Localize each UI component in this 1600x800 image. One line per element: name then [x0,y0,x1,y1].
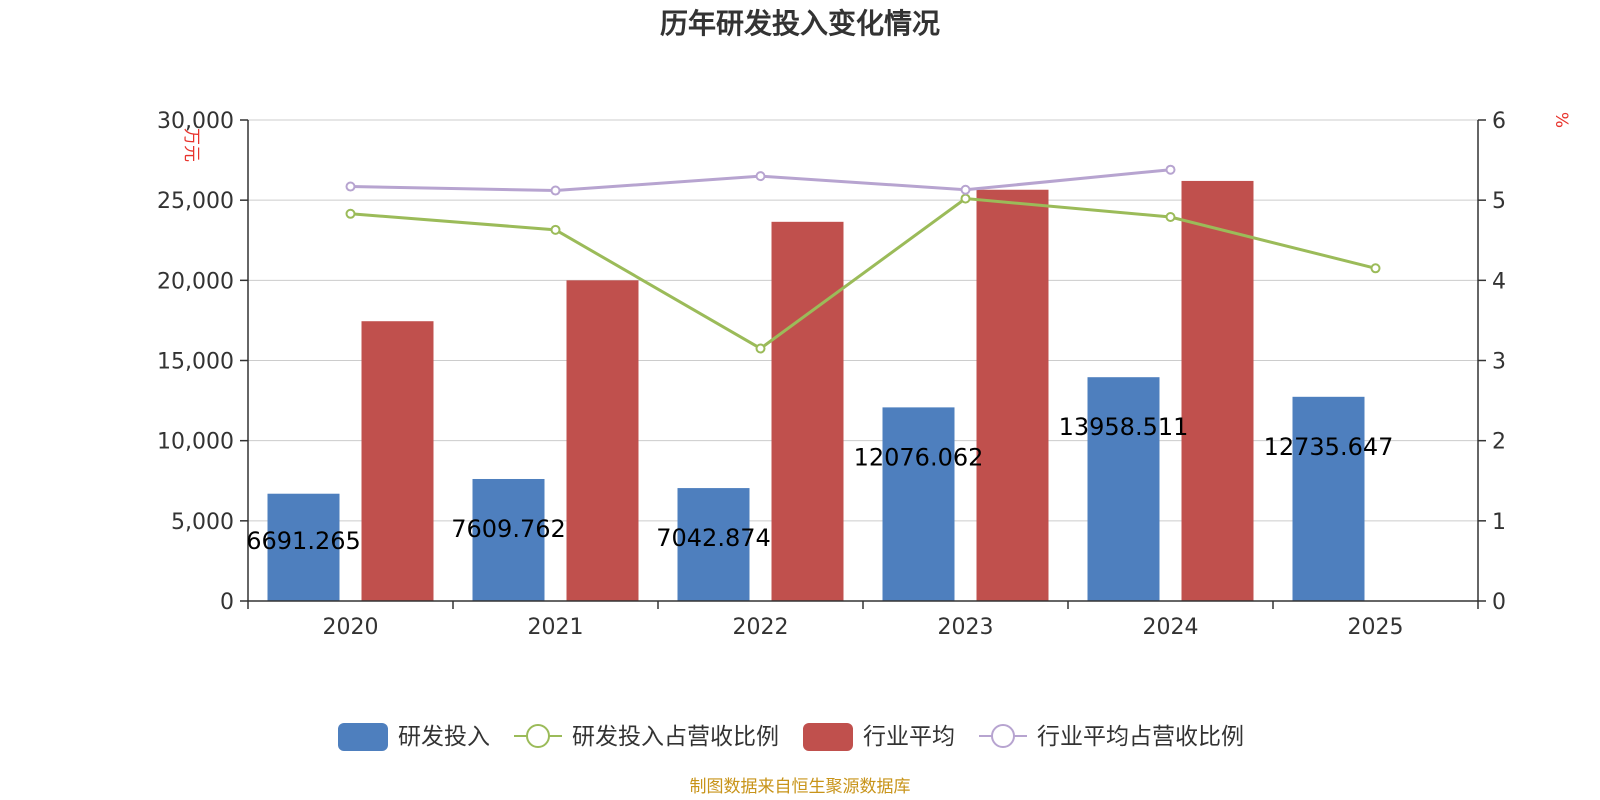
right-tick-label: 3 [1492,350,1506,375]
bar-2020-industry [361,321,434,601]
legend-label: 行业平均 [863,724,955,750]
legend-item-0[interactable]: 研发投入 [338,723,490,751]
bar-data-label: 7042.874 [656,524,771,552]
bar-2021-industry [566,280,639,601]
right-axis-unit: % [1551,112,1571,128]
legend-marker [526,724,550,748]
legend-label: 研发投入占营收比例 [572,724,779,750]
bar-2021-rd [472,478,545,601]
bar-2025-rd [1292,396,1365,601]
right-tick-label: 5 [1492,189,1506,214]
legend-swatch [803,723,853,751]
left-tick-label: 25,000 [157,189,234,214]
right-tick-label: 0 [1492,590,1506,615]
right-tick-label: 2 [1492,430,1506,455]
data-labels: 6691.265 7609.762 7042.874 12076.062 13958.5… [246,413,1393,555]
right-tick-label: 1 [1492,510,1506,535]
x-tick-label: 2023 [938,615,994,640]
line-point [960,193,971,204]
bar-data-label: 13958.511 [1059,413,1189,441]
right-tick-label: 6 [1492,109,1506,134]
lines [345,164,1381,354]
legend-item-2[interactable]: 行业平均 [803,723,955,751]
source-note: 制图数据来自恒生聚源数据库 [690,777,911,797]
line-point [755,343,766,354]
left-tick-label: 10,000 [157,430,234,455]
line-point [1165,164,1176,175]
legend-label: 研发投入 [398,724,490,750]
line-point [1370,263,1381,274]
legend-item-1[interactable]: 研发投入占营收比例 [514,724,779,750]
bars [267,180,1365,602]
left-tick-label: 5,000 [171,510,234,535]
bar-2024-industry [1181,180,1254,601]
x-tick-label: 2020 [323,615,379,640]
bar-2024-rd [1087,377,1160,601]
x-tick-label: 2021 [528,615,584,640]
chart-title: 历年研发投入变化情况 [660,7,940,40]
bar-data-label: 12735.647 [1264,433,1394,461]
left-tick-label: 15,000 [157,350,234,375]
bar-2020-rd [267,493,340,601]
legend-label: 行业平均占营收比例 [1037,724,1244,750]
bar-data-label: 12076.062 [854,443,984,471]
bar-data-label: 7609.762 [451,515,566,543]
x-tick-label: 2022 [733,615,789,640]
left-tick-label: 20,000 [157,269,234,294]
axes: 0 5,000 10,000 15,000 20,000 25,000 30,000 0 1 2 3… [157,109,1506,640]
bar-2022-rd [677,488,750,601]
legend-marker [991,724,1015,748]
line-rd-ratio [350,197,1376,351]
bar-2023-rd [882,407,955,601]
left-tick-label: 30,000 [157,109,234,134]
line-point [1165,212,1176,223]
line-point [345,208,356,219]
line-point [345,181,356,192]
line-point [755,171,766,182]
line-point [960,184,971,195]
line-point [550,224,561,235]
bar-2022-industry [771,221,844,602]
legend[interactable]: 研发投入 研发投入占营收比例 行业平均 行业平均占营收比例 [338,723,1244,751]
legend-swatch [338,723,388,751]
x-tick-label: 2025 [1348,615,1404,640]
line-point [550,185,561,196]
left-axis-unit: 万元 [181,128,201,162]
right-tick-label: 4 [1492,269,1506,294]
left-tick-label: 0 [220,590,234,615]
x-tick-label: 2024 [1143,615,1199,640]
legend-item-3[interactable]: 行业平均占营收比例 [979,724,1244,750]
bar-2023-industry [976,189,1049,601]
bar-data-label: 6691.265 [246,527,361,555]
